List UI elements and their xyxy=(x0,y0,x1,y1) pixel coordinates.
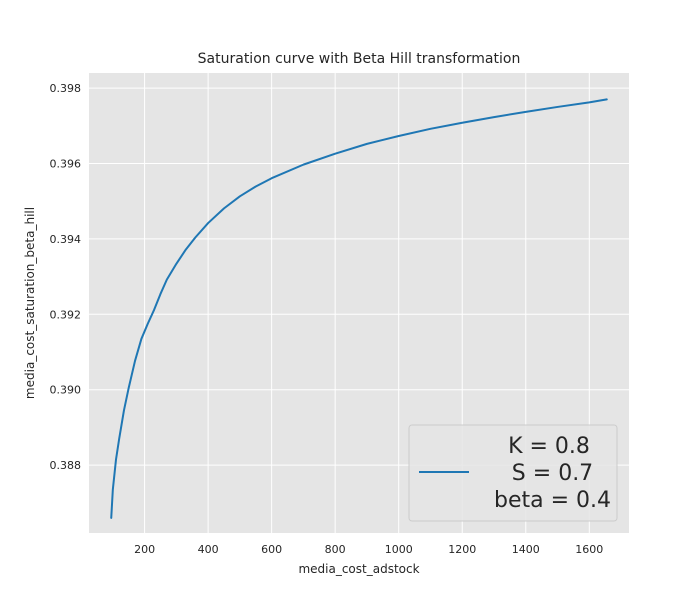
series-lines xyxy=(110,98,608,519)
legend: K = 0.8 S = 0.7 beta = 0.4 xyxy=(408,424,618,522)
x-tick-label: 400 xyxy=(198,543,219,556)
y-tick-label: 0.394 xyxy=(50,233,82,246)
y-tick-label: 0.390 xyxy=(50,384,82,397)
legend-box xyxy=(408,424,618,522)
x-tick-label: 600 xyxy=(261,543,282,556)
tick-labels: 200 400 600 800 1000 1200 1400 1600 0.388 0.390 0.… xyxy=(50,82,604,556)
series-line xyxy=(110,98,608,519)
y-axis-label: media_cost_saturation_beta_hill xyxy=(23,207,37,399)
legend-text-k: K = 0.8 xyxy=(508,434,590,459)
x-tick-label: 200 xyxy=(134,543,155,556)
grid-lines xyxy=(89,73,629,533)
y-tick-label: 0.392 xyxy=(50,308,82,321)
legend-text-s: S = 0.7 xyxy=(505,461,593,486)
legend-text-beta: beta = 0.4 xyxy=(487,488,611,513)
y-tick-label: 0.388 xyxy=(50,459,82,472)
x-axis-label: media_cost_adstock xyxy=(298,562,419,576)
x-tick-label: 1600 xyxy=(575,543,603,556)
chart-title: Saturation curve with Beta Hill transfor… xyxy=(198,51,521,67)
y-tick-label: 0.398 xyxy=(50,82,82,95)
x-tick-label: 800 xyxy=(325,543,346,556)
x-tick-label: 1000 xyxy=(385,543,413,556)
x-tick-label: 1400 xyxy=(512,543,540,556)
x-tick-label: 1200 xyxy=(448,543,476,556)
y-tick-label: 0.396 xyxy=(50,157,82,170)
